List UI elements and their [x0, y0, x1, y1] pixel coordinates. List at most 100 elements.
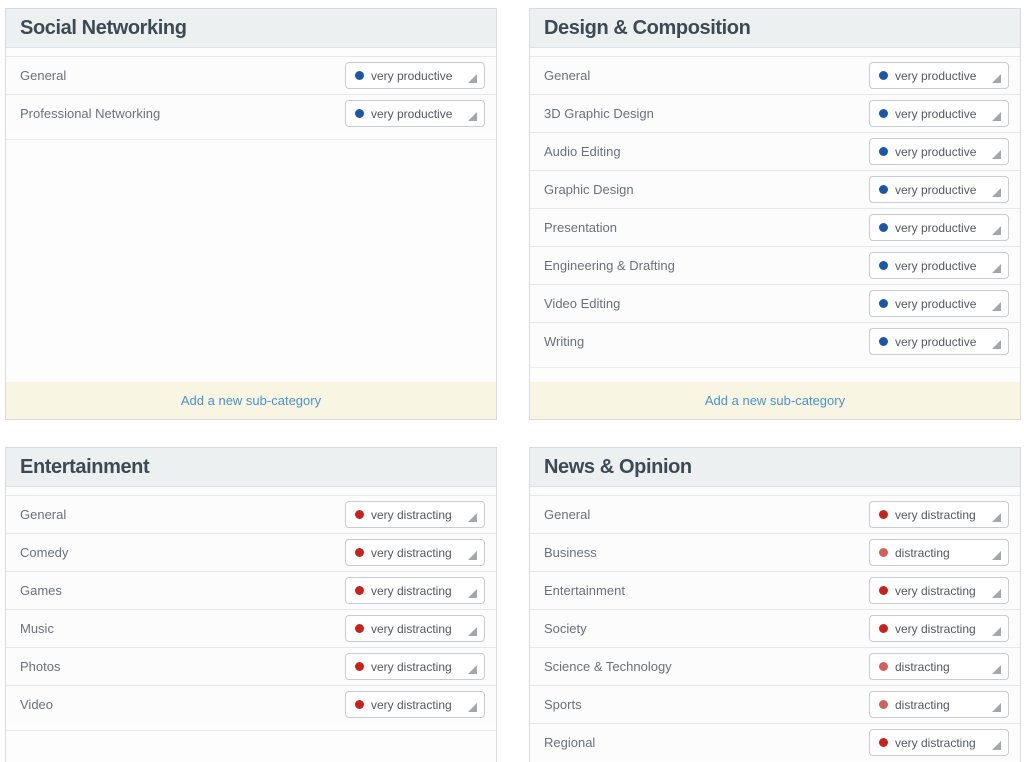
panel-empty-space — [6, 139, 496, 382]
subcategory-label: Science & Technology — [544, 659, 672, 674]
dropdown-corner-icon — [992, 112, 1001, 121]
productivity-value: very productive — [895, 220, 977, 235]
subcategory-label: Photos — [20, 659, 61, 674]
productivity-value: very distracting — [371, 659, 452, 674]
productivity-dropdown[interactable]: very productive — [869, 100, 1009, 127]
productivity-dot-icon — [879, 337, 888, 346]
subcategory-row: General very distracting — [530, 495, 1020, 533]
productivity-dropdown[interactable]: very distracting — [869, 577, 1009, 604]
productivity-dot-icon — [879, 147, 888, 156]
subcategory-row: Audio Editing very productive — [530, 132, 1020, 170]
panel-empty-space — [530, 367, 1020, 382]
dropdown-corner-icon — [992, 513, 1001, 522]
subcategory-row: Video Editing very productive — [530, 284, 1020, 322]
productivity-dropdown[interactable]: very distracting — [345, 691, 485, 718]
panel-title: News & Opinion — [544, 456, 692, 478]
panel-header: News & Opinion — [530, 448, 1020, 487]
productivity-dot-icon — [879, 510, 888, 519]
subcategory-row: Entertainment very distracting — [530, 571, 1020, 609]
panel-body: General very productive 3D Graphic Desig… — [530, 48, 1020, 382]
productivity-dropdown[interactable]: very productive — [869, 290, 1009, 317]
productivity-dropdown[interactable]: very distracting — [869, 501, 1009, 528]
subcategory-row: Professional Networking very productive — [6, 94, 496, 132]
dropdown-corner-icon — [992, 627, 1001, 636]
productivity-dot-icon — [355, 662, 364, 671]
productivity-dot-icon — [879, 738, 888, 747]
productivity-dropdown[interactable]: distracting — [869, 691, 1009, 718]
subcategory-row: Science & Technology distracting — [530, 647, 1020, 685]
productivity-dropdown[interactable]: very distracting — [345, 653, 485, 680]
subcategory-label: General — [544, 507, 591, 522]
productivity-dot-icon — [879, 548, 888, 557]
subcategory-row: Presentation very productive — [530, 208, 1020, 246]
dropdown-corner-icon — [992, 589, 1001, 598]
productivity-dropdown[interactable]: very productive — [869, 252, 1009, 279]
productivity-value: very productive — [895, 106, 977, 121]
panel-header: Social Networking — [6, 9, 496, 48]
productivity-dropdown[interactable]: very distracting — [345, 615, 485, 642]
subcategory-label: Writing — [544, 334, 585, 349]
panel-footer: Add a new sub-category — [530, 382, 1020, 419]
productivity-dropdown[interactable]: distracting — [869, 539, 1009, 566]
productivity-value: distracting — [895, 545, 950, 560]
productivity-dropdown[interactable]: very distracting — [869, 729, 1009, 756]
productivity-dropdown[interactable]: very distracting — [345, 539, 485, 566]
subcategory-row: 3D Graphic Design very productive — [530, 94, 1020, 132]
dropdown-corner-icon — [992, 741, 1001, 750]
dropdown-corner-icon — [992, 150, 1001, 159]
productivity-dropdown[interactable]: very distracting — [869, 615, 1009, 642]
productivity-value: very productive — [895, 182, 977, 197]
productivity-value: very distracting — [371, 507, 452, 522]
productivity-dot-icon — [355, 586, 364, 595]
productivity-dropdown[interactable]: very productive — [869, 62, 1009, 89]
add-subcategory-link[interactable]: Add a new sub-category — [704, 393, 846, 408]
productivity-value: very productive — [895, 68, 977, 83]
productivity-value: very distracting — [371, 621, 452, 636]
productivity-dropdown[interactable]: very productive — [345, 62, 485, 89]
subcategory-label: General — [20, 507, 67, 522]
subcategory-label: Presentation — [544, 220, 617, 235]
productivity-dot-icon — [879, 261, 888, 270]
productivity-dropdown[interactable]: very distracting — [345, 577, 485, 604]
panel-body: General very productive Professional Net… — [6, 48, 496, 382]
subcategory-label: Society — [544, 621, 587, 636]
subcategory-label: Engineering & Drafting — [544, 258, 675, 273]
dropdown-corner-icon — [992, 226, 1001, 235]
subcategory-row: General very distracting — [6, 495, 496, 533]
productivity-dropdown[interactable]: very productive — [869, 328, 1009, 355]
add-subcategory-link[interactable]: Add a new sub-category — [180, 393, 322, 408]
subcategory-row: Writing very productive — [530, 322, 1020, 360]
productivity-dropdown[interactable]: very productive — [869, 176, 1009, 203]
productivity-dot-icon — [355, 548, 364, 557]
subcategory-label: Entertainment — [544, 583, 625, 598]
productivity-value: distracting — [895, 659, 950, 674]
dropdown-corner-icon — [992, 665, 1001, 674]
productivity-dot-icon — [879, 700, 888, 709]
productivity-value: distracting — [895, 697, 950, 712]
productivity-dropdown[interactable]: very distracting — [345, 501, 485, 528]
productivity-dot-icon — [879, 109, 888, 118]
subcategory-label: General — [20, 68, 67, 83]
productivity-dropdown[interactable]: very productive — [869, 214, 1009, 241]
productivity-value: very distracting — [895, 735, 976, 750]
subcategory-row: Society very distracting — [530, 609, 1020, 647]
productivity-dropdown[interactable]: very productive — [345, 100, 485, 127]
dropdown-corner-icon — [992, 703, 1001, 712]
dropdown-corner-icon — [992, 264, 1001, 273]
dropdown-corner-icon — [468, 112, 477, 121]
subcategory-row: Video very distracting — [6, 685, 496, 723]
panel-footer: Add a new sub-category — [6, 382, 496, 419]
dropdown-corner-icon — [468, 665, 477, 674]
productivity-dot-icon — [355, 109, 364, 118]
subcategory-label: Professional Networking — [20, 106, 161, 121]
subcategory-row: Music very distracting — [6, 609, 496, 647]
productivity-dropdown[interactable]: very productive — [869, 138, 1009, 165]
panel-header: Entertainment — [6, 448, 496, 487]
dropdown-corner-icon — [992, 74, 1001, 83]
productivity-dropdown[interactable]: distracting — [869, 653, 1009, 680]
panel-title: Design & Composition — [544, 17, 751, 39]
panel-empty-space — [6, 730, 496, 762]
productivity-value: very distracting — [371, 583, 452, 598]
panel-title: Social Networking — [20, 17, 187, 39]
productivity-dot-icon — [879, 299, 888, 308]
